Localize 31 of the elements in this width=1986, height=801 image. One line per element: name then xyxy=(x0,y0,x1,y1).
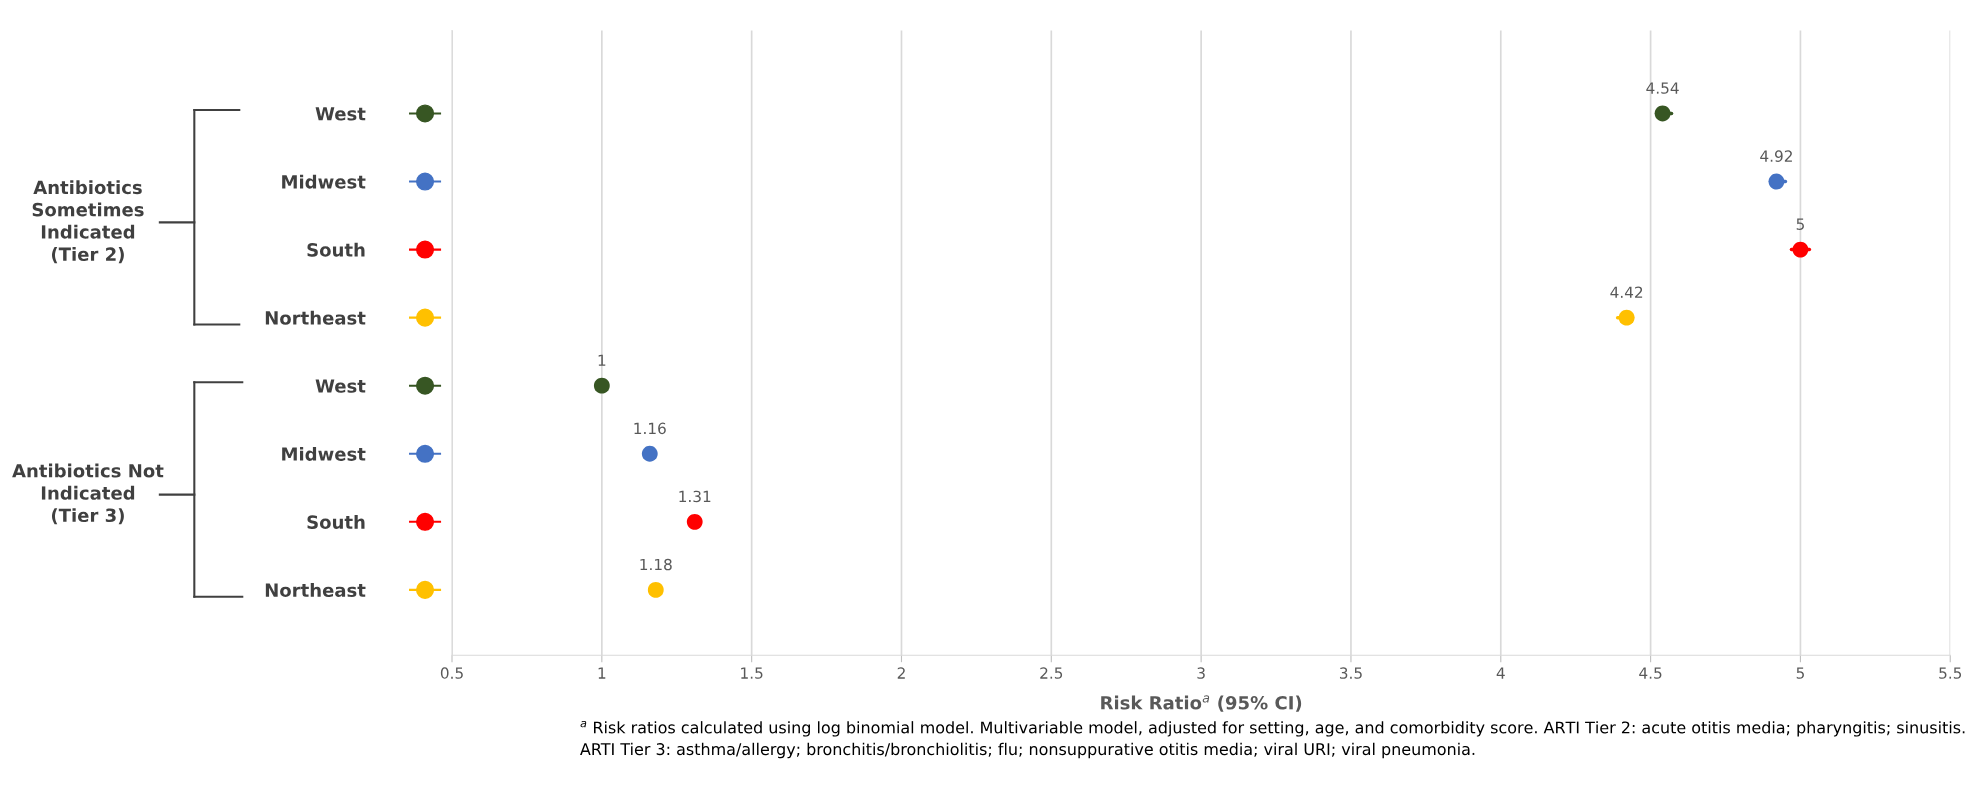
y-tick-label: South xyxy=(307,242,365,257)
y-tick-label: Midwest xyxy=(282,174,366,189)
x-tick-label: 2.5 xyxy=(1040,667,1063,679)
x-axis-title: Risk Ratio$^{a}$ (95% CI) xyxy=(1101,695,1302,712)
data-label: 4.42 xyxy=(1610,286,1643,298)
x-tick-label: 5 xyxy=(1796,667,1804,679)
x-tick-label: 4.5 xyxy=(1639,667,1662,679)
data-label: 1 xyxy=(598,354,606,366)
text: Antibiotics Sometimes Indicated (Tier 2) xyxy=(32,180,144,264)
y-tick-label: Northeast xyxy=(265,310,366,325)
x-tick-label: 0.5 xyxy=(440,667,463,679)
x-tick-label: 3.5 xyxy=(1339,667,1362,679)
x-tick-label: 2 xyxy=(897,667,905,679)
x-tick-label: 5.5 xyxy=(1939,667,1962,679)
y-tick-label: Midwest xyxy=(282,446,366,461)
y-tick-label: West xyxy=(315,107,366,121)
text: Antibiotics Not Indicated (Tier 3) xyxy=(12,463,164,525)
x-tick-label: 1.5 xyxy=(741,667,763,679)
x-tick-label: 4 xyxy=(1496,667,1505,679)
y-tick-label: South xyxy=(307,514,365,529)
data-label: 1.31 xyxy=(679,490,711,503)
data-label: 5 xyxy=(1796,218,1804,230)
x-tick-label: 3 xyxy=(1197,667,1205,679)
data-label: 4.54 xyxy=(1646,82,1679,94)
data-label: 4.92 xyxy=(1760,150,1792,162)
data-label: 1.16 xyxy=(634,422,666,435)
x-tick-label: 1 xyxy=(598,667,606,679)
y-tick-label: West xyxy=(315,379,366,393)
y-tick-label: Northeast xyxy=(265,583,366,597)
data-label: 1.18 xyxy=(640,558,672,571)
text: $^{a}$ Risk ratios calculated using log binomial model. Multivariable model, adjusted for setting, age, and comorbidity score. ARTI Tier 2: acute otitis media; pharyngitis; sinusitis. ARTI Tier 3: asthma/allergy; bronchitis/bronchiolitis; flu; nonsuppurative otitis media; viral URI; viral pneumonia. xyxy=(580,720,1965,759)
